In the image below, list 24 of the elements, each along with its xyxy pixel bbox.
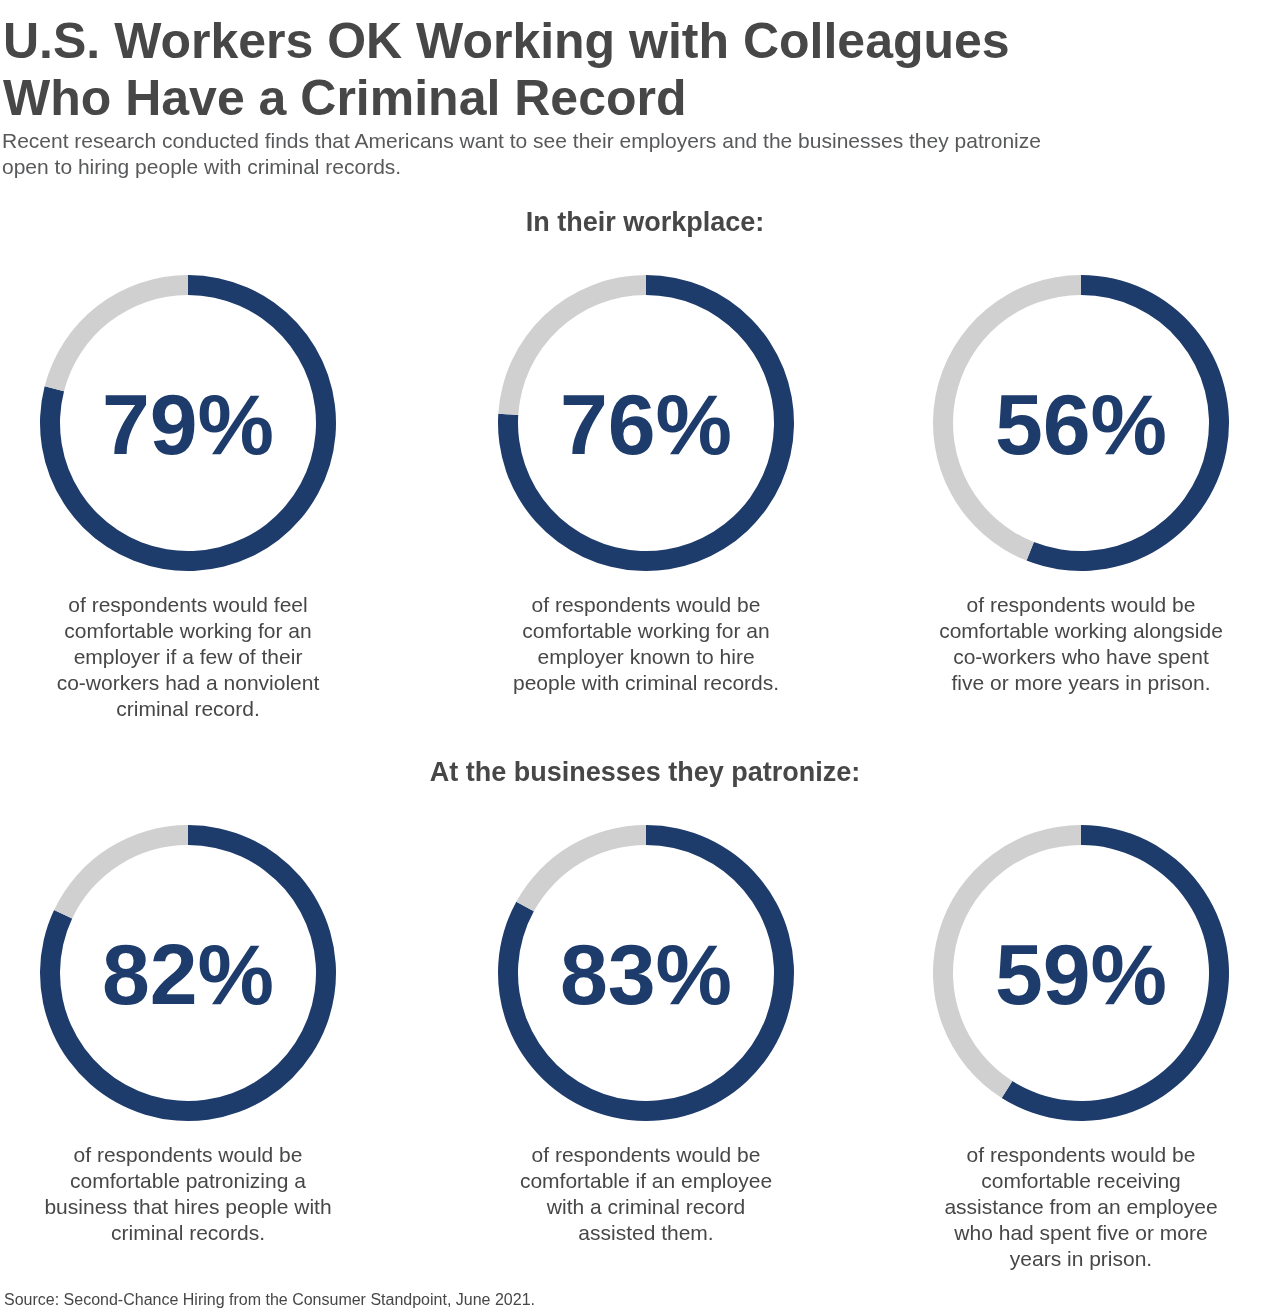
text: of respondents would feel comfortable working for an employer if a few of their co-workers had a nonviolent criminal record.: [56, 593, 320, 720]
donut-slice: [44, 275, 188, 392]
donut-slice: [40, 825, 336, 1121]
text: of respondents would be comfortable patronizing a business that hires people with criminal records.: [44, 1143, 332, 1244]
data-label: 82%: [101, 926, 275, 1022]
data-label: 83%: [559, 926, 733, 1022]
data-label: 79%: [101, 376, 275, 472]
donut-slice: [498, 825, 794, 1121]
data-label: 56%: [994, 376, 1168, 472]
donut-slice: [40, 275, 336, 571]
text: of respondents would be comfortable receiving assistance from an employee who had spent five or more years in prison.: [944, 1143, 1218, 1270]
text: Recent research conducted finds that Americans want to see their employers and the businesses they patronize open to hiring people with criminal records.: [2, 129, 1041, 178]
source-note: Source: Second-Chance Hiring from the Consumer Standpoint, June 2021.: [4, 1291, 535, 1308]
donut-slice: [516, 825, 646, 912]
text: of respondents would be comfortable if an employee with a criminal record assisted them.: [519, 1143, 773, 1244]
text: In their workplace:: [525, 207, 765, 237]
text: of respondents would be comfortable working for an employer known to hire people with criminal records.: [512, 593, 780, 694]
text: U.S. Workers OK Working with Colleagues Who Have a Criminal Record: [3, 13, 1010, 126]
text: At the businesses they patronize:: [429, 757, 861, 787]
data-label: 59%: [994, 926, 1168, 1022]
text: of respondents would be comfortable working alongside co-workers who have spent five or more years in prison.: [939, 593, 1223, 694]
donut-slice: [54, 825, 188, 919]
donut-slice: [498, 275, 794, 571]
data-label: 76%: [559, 376, 733, 472]
